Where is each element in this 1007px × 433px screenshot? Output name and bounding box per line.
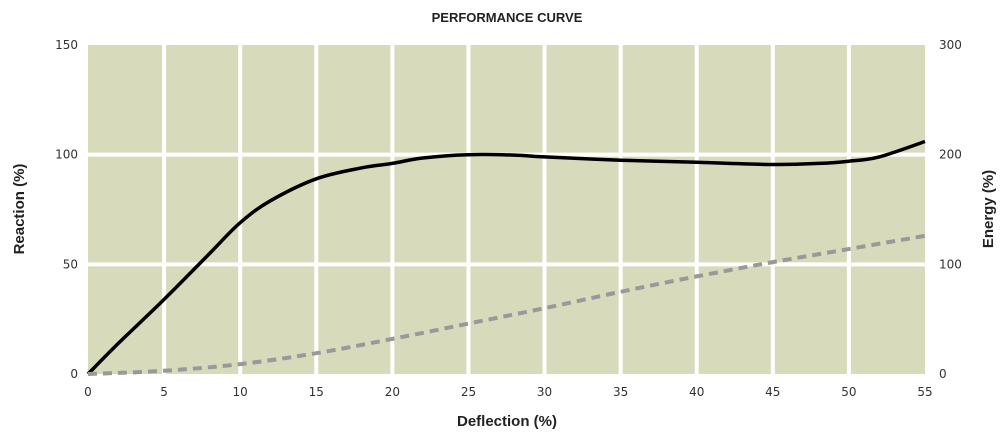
x-tick-label: 20 — [385, 385, 400, 399]
y-tick-label-left: 100 — [55, 148, 78, 162]
plot-area — [88, 45, 925, 374]
series-group — [86, 139, 926, 376]
x-tick-label: 5 — [160, 385, 168, 399]
y-tick-label-right: 300 — [939, 38, 962, 52]
x-tick-label: 0 — [84, 385, 92, 399]
x-tick-label: 35 — [613, 385, 628, 399]
y-tick-label-right: 100 — [939, 257, 962, 271]
energy-series-line — [87, 233, 926, 376]
x-tick-label: 10 — [233, 385, 248, 399]
y-tick-label-left: 150 — [55, 38, 78, 52]
y-axis-label-left: Reaction (%) — [11, 164, 28, 255]
tick-labels: 0 5 10 15 20 25 30 35 40 45 50 55 0 50 100 150 0 100 200 30… — [55, 38, 962, 399]
chart-title: PERFORMANCE CURVE — [432, 10, 583, 25]
y-tick-label-left: 0 — [70, 367, 78, 381]
x-tick-label: 45 — [765, 385, 780, 399]
x-tick-label: 25 — [461, 385, 476, 399]
x-tick-label: 50 — [841, 385, 856, 399]
x-tick-label: 15 — [309, 385, 324, 399]
x-tick-label: 40 — [689, 385, 704, 399]
reaction-series-line — [86, 139, 926, 376]
y-tick-label-right: 0 — [939, 367, 947, 381]
x-axis-label: Deflection (%) — [457, 413, 557, 430]
x-tick-label: 30 — [537, 385, 552, 399]
y-axis-label-right: Energy (%) — [980, 170, 997, 248]
y-tick-label-right: 200 — [939, 148, 962, 162]
grid — [88, 45, 925, 374]
y-tick-label-left: 50 — [63, 257, 78, 271]
x-tick-label: 55 — [917, 385, 932, 399]
